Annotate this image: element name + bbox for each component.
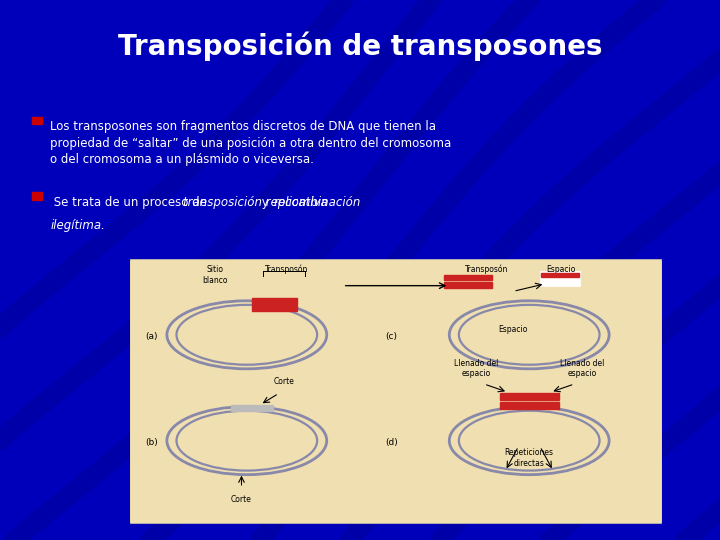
FancyBboxPatch shape [130, 259, 662, 524]
Bar [231, 405, 274, 411]
Bar [540, 271, 580, 286]
Bar [500, 402, 559, 408]
Text: transposición replicativa: transposición replicativa [183, 196, 328, 209]
Bar [32, 117, 42, 124]
Bar [541, 273, 579, 278]
Text: Transposón: Transposón [266, 265, 309, 274]
Text: recombinación: recombinación [273, 196, 361, 209]
Text: Transposón: Transposón [465, 265, 508, 274]
Text: Corte: Corte [231, 496, 252, 504]
Text: (c): (c) [385, 332, 397, 341]
Text: Transposición de transposones: Transposición de transposones [118, 31, 602, 60]
Bar [500, 393, 559, 400]
Bar [444, 282, 492, 287]
Bar [252, 298, 297, 304]
Text: Espacio: Espacio [546, 265, 576, 274]
Text: ilegítima.: ilegítima. [50, 219, 105, 232]
Text: Se trata de un proceso de: Se trata de un proceso de [50, 196, 211, 209]
Bar [252, 305, 297, 312]
Text: blanco: blanco [202, 276, 228, 285]
Bar [32, 192, 42, 200]
Text: y: y [258, 196, 273, 209]
Text: Llenado del
espacio: Llenado del espacio [560, 359, 605, 378]
Text: Sitio: Sitio [207, 265, 223, 274]
Text: (a): (a) [145, 332, 158, 341]
Bar [444, 275, 492, 280]
Text: (b): (b) [145, 438, 158, 447]
Text: Llenado del
espacio: Llenado del espacio [454, 359, 498, 378]
Text: Los transposones son fragmentos discretos de DNA que tienen la
propiedad de “sal: Los transposones son fragmentos discreto… [50, 120, 451, 166]
Text: Repeticiones
directas: Repeticiones directas [505, 448, 554, 468]
Text: Espacio: Espacio [498, 325, 528, 334]
Text: (d): (d) [385, 438, 398, 447]
Text: Corte: Corte [274, 377, 294, 386]
